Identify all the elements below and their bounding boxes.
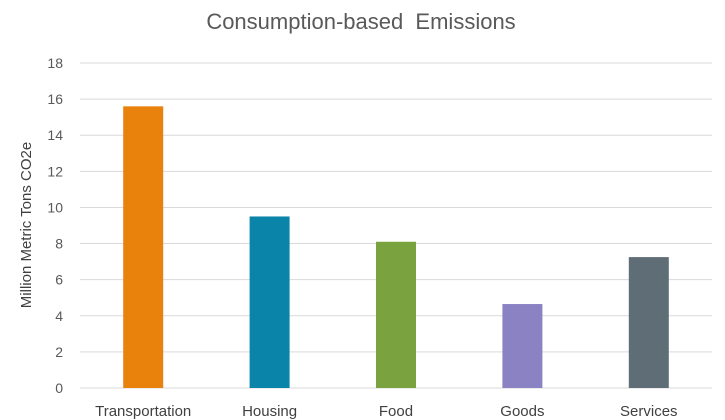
x-tick-label-services: Services bbox=[620, 403, 678, 420]
y-tick-label: 18 bbox=[47, 55, 63, 71]
y-tick-label: 2 bbox=[55, 344, 63, 360]
y-tick-labels: 0 2 4 6 8 10 12 14 16 18 bbox=[47, 55, 63, 396]
bar-food bbox=[376, 241, 416, 388]
x-tick-label-housing: Housing bbox=[242, 403, 297, 420]
y-tick-label: 12 bbox=[47, 163, 63, 179]
y-tick-label: 10 bbox=[47, 199, 63, 215]
category-labels: Transportation Housing Food Goods Services bbox=[95, 403, 677, 420]
bar-goods bbox=[502, 304, 543, 388]
bar-services bbox=[628, 257, 669, 388]
bars bbox=[123, 106, 669, 388]
bar-housing bbox=[249, 216, 290, 388]
y-tick-label: 14 bbox=[47, 127, 63, 143]
bar-transportation bbox=[123, 106, 164, 388]
x-tick-label-transportation: Transportation bbox=[95, 403, 191, 420]
y-tick-label: 0 bbox=[55, 380, 63, 396]
x-tick-label-goods: Goods bbox=[500, 403, 544, 420]
y-tick-label: 8 bbox=[55, 236, 63, 252]
y-tick-label: 4 bbox=[55, 308, 63, 324]
chart-title: Consumption-based Emissions bbox=[206, 9, 515, 34]
y-tick-label: 16 bbox=[47, 91, 63, 107]
y-tick-label: 6 bbox=[55, 272, 63, 288]
x-tick-label-food: Food bbox=[379, 403, 413, 420]
y-axis-label: Million Metric Tons CO2e bbox=[18, 142, 35, 308]
